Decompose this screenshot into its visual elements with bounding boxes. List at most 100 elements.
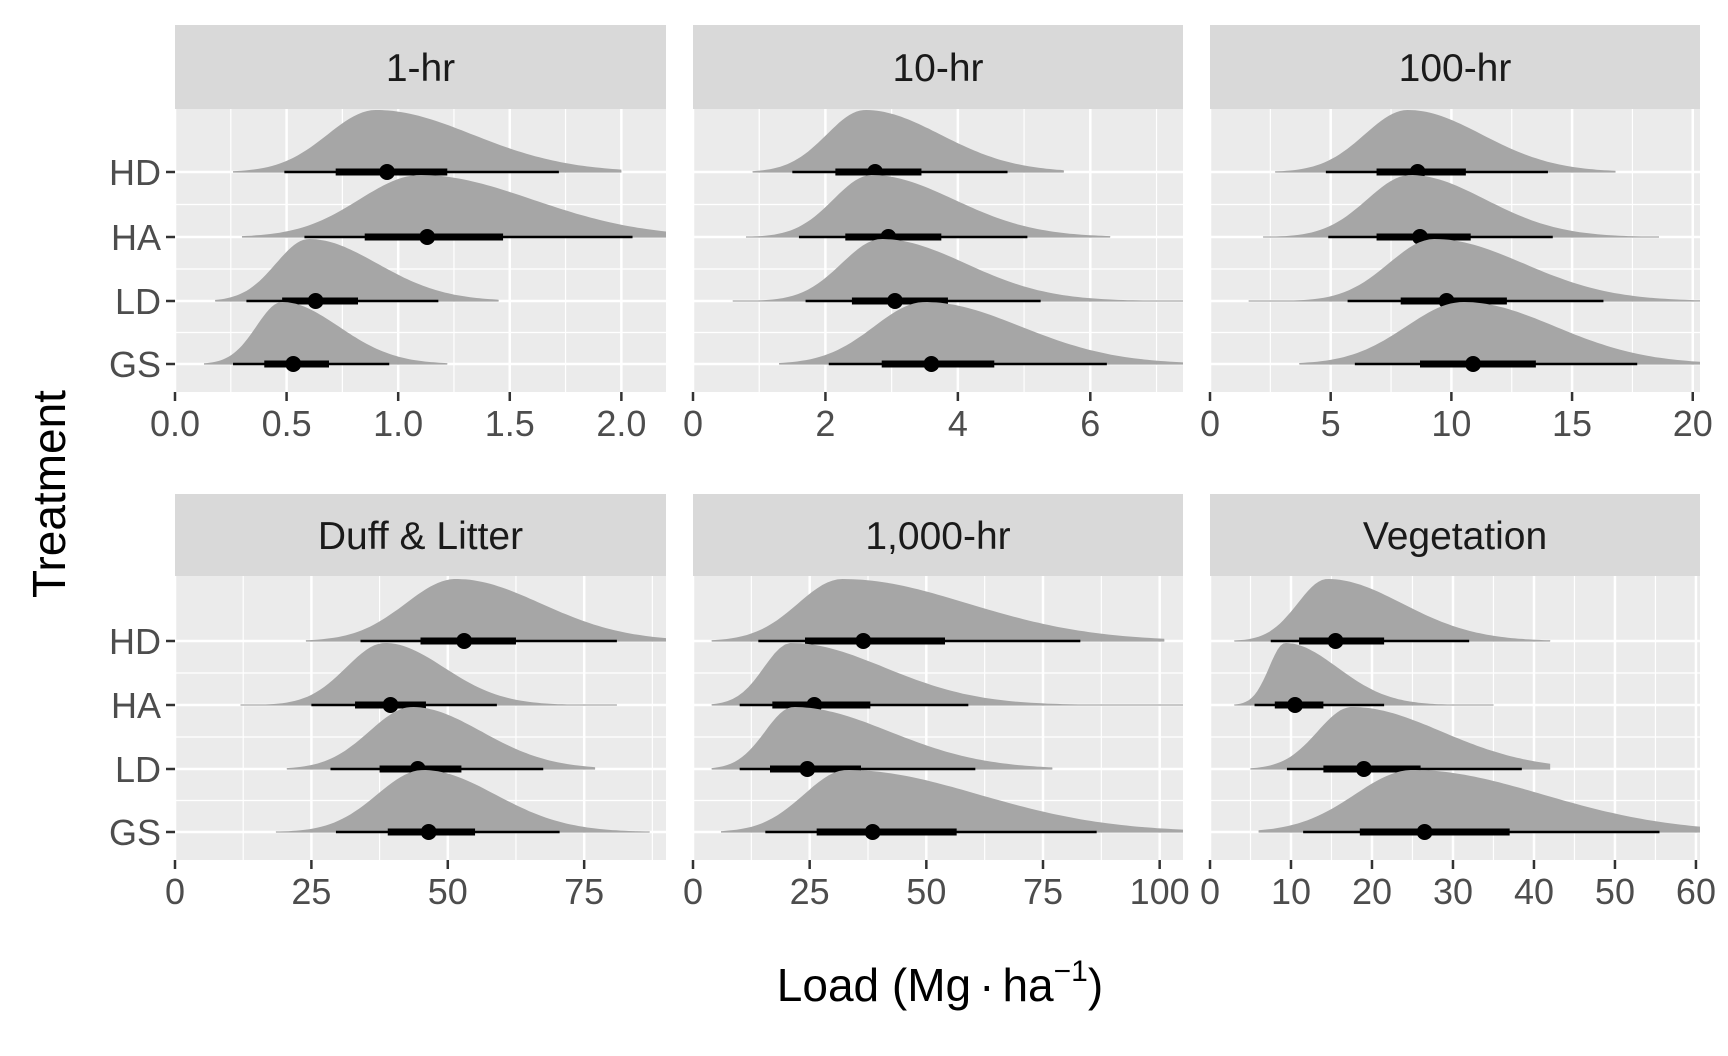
density-100-hr-ld <box>1248 239 1700 301</box>
point-estimate-duff-litter-hd <box>456 633 473 649</box>
x-axis-title-unit: ha <box>1002 959 1054 1011</box>
density-1-hr-gs <box>204 302 448 364</box>
x-axis-title-exponent: −1 <box>1054 955 1088 988</box>
x-axis-title-close: ) <box>1088 959 1103 1011</box>
x-tick-label: 50 <box>428 871 468 912</box>
facet-title-1-000-hr: 1,000-hr <box>865 515 1010 558</box>
x-tick-label: 2.0 <box>596 403 646 444</box>
y-tick-label: GS <box>109 344 161 385</box>
point-estimate-100-hr-gs <box>1465 356 1482 372</box>
facet-strip-vegetation <box>1210 494 1700 576</box>
x-tick-label: 4 <box>948 403 968 444</box>
x-tick-label: 50 <box>1595 871 1635 912</box>
density-duff-litter-ha <box>240 643 617 705</box>
x-tick-label: 0 <box>1200 403 1220 444</box>
density-vegetation-hd <box>1234 579 1551 641</box>
x-tick-label: 5 <box>1321 403 1341 444</box>
x-axis-title: Load (Mg · ha−1) <box>777 955 1103 1011</box>
density-10-hr-hd <box>752 110 1064 172</box>
point-estimate-duff-litter-ha <box>382 697 399 713</box>
x-tick-label: 20 <box>1352 871 1392 912</box>
density-1-hr-hd <box>233 110 622 172</box>
point-estimate-duff-litter-gs <box>420 824 437 840</box>
density-vegetation-gs <box>1258 770 1700 832</box>
y-axis-title: Treatment <box>23 390 75 598</box>
facet-strip-duff-litter <box>175 494 666 576</box>
x-tick-label: 75 <box>1023 871 1063 912</box>
density-1-hr-ld <box>215 239 499 301</box>
density-duff-litter-ld <box>286 707 596 769</box>
facet-title-1-hr: 1-hr <box>386 47 455 90</box>
density-10-hr-gs <box>779 302 1183 364</box>
point-estimate-1-000-hr-gs <box>864 824 881 840</box>
facet-vegetation: Vegetation 0 10 20 30 40 50 60 <box>1200 494 1716 912</box>
x-tick-label: 0 <box>683 871 703 912</box>
y-tick-label: HD <box>109 621 161 662</box>
x-tick-label: 40 <box>1514 871 1554 912</box>
facet-title-vegetation: Vegetation <box>1363 515 1547 558</box>
facet-duff-litter: Duff & Litter 0 25 50 75 HD HA LD GS <box>109 494 666 912</box>
y-tick-label: HA <box>111 217 161 258</box>
x-axis-title-text: Load (Mg <box>777 959 971 1011</box>
facet-strip-1-000-hr <box>693 494 1183 576</box>
point-estimate-1-000-hr-ld <box>799 761 816 777</box>
point-estimate-10-hr-ld <box>886 293 903 309</box>
x-tick-label: 50 <box>906 871 946 912</box>
point-estimate-1-hr-ha <box>419 229 436 245</box>
facet-strip-100-hr <box>1210 25 1700 109</box>
point-estimate-vegetation-hd <box>1327 633 1344 649</box>
facet-title-100-hr: 100-hr <box>1399 47 1512 90</box>
x-tick-label: 15 <box>1552 403 1592 444</box>
y-tick-label: GS <box>109 812 161 853</box>
y-tick-label: HA <box>111 685 161 726</box>
x-tick-label: 20 <box>1673 403 1713 444</box>
density-vegetation-ld <box>1250 707 1551 769</box>
x-tick-label: 2 <box>815 403 835 444</box>
facet-100-hr: 100-hr 0 5 10 15 20 <box>1200 25 1713 444</box>
point-estimate-1-hr-hd <box>379 164 396 180</box>
x-tick-label: 25 <box>291 871 331 912</box>
density-10-hr-ld <box>732 239 1183 301</box>
facet-title-10-hr: 10-hr <box>892 47 983 90</box>
point-estimate-1-hr-ld <box>307 293 324 309</box>
point-estimate-vegetation-gs <box>1416 824 1433 840</box>
density-100-hr-ha <box>1263 175 1659 237</box>
density-1-hr-ha <box>241 175 667 237</box>
x-axis-title-dot: · <box>979 959 994 1011</box>
density-100-hr-hd <box>1275 110 1616 172</box>
density-1-000-hr-ld <box>711 707 1053 769</box>
x-tick-label: 1.0 <box>373 403 423 444</box>
x-tick-label: 25 <box>790 871 830 912</box>
density-100-hr-gs <box>1299 302 1700 364</box>
y-tick-label: LD <box>115 281 161 322</box>
facet-1-000-hr: 1,000-hr 0 25 50 75 100 <box>683 494 1190 912</box>
x-tick-label: 100 <box>1130 871 1190 912</box>
density-1-000-hr-gs <box>721 770 1183 832</box>
density-duff-litter-hd <box>305 579 666 641</box>
facet-1-hr: 1-hr 0.0 0.5 1.0 1.5 2.0 HD HA LD GS <box>109 25 667 444</box>
x-tick-label: 0 <box>165 871 185 912</box>
x-tick-label: 30 <box>1433 871 1473 912</box>
density-1-000-hr-ha <box>711 643 1183 705</box>
point-estimate-1-000-hr-hd <box>855 633 872 649</box>
density-1-000-hr-hd <box>711 579 1165 641</box>
facet-title-duff-litter: Duff & Litter <box>318 515 523 558</box>
facet-strip-10-hr <box>693 25 1183 109</box>
facet-10-hr: 10-hr 0 2 4 6 <box>683 25 1183 444</box>
x-tick-label: 0 <box>683 403 703 444</box>
point-estimate-vegetation-ha <box>1287 697 1304 713</box>
x-tick-label: 6 <box>1080 403 1100 444</box>
y-tick-label: LD <box>115 749 161 790</box>
x-tick-label: 60 <box>1676 871 1716 912</box>
point-estimate-1-hr-gs <box>285 356 302 372</box>
x-tick-label: 10 <box>1431 403 1471 444</box>
x-tick-label: 10 <box>1271 871 1311 912</box>
x-tick-label: 1.5 <box>485 403 535 444</box>
x-tick-label: 0.5 <box>262 403 312 444</box>
x-tick-label: 75 <box>564 871 604 912</box>
point-estimate-10-hr-gs <box>923 356 940 372</box>
density-10-hr-ha <box>745 175 1111 237</box>
point-estimate-vegetation-ld <box>1355 761 1372 777</box>
x-tick-label: 0 <box>1200 871 1220 912</box>
